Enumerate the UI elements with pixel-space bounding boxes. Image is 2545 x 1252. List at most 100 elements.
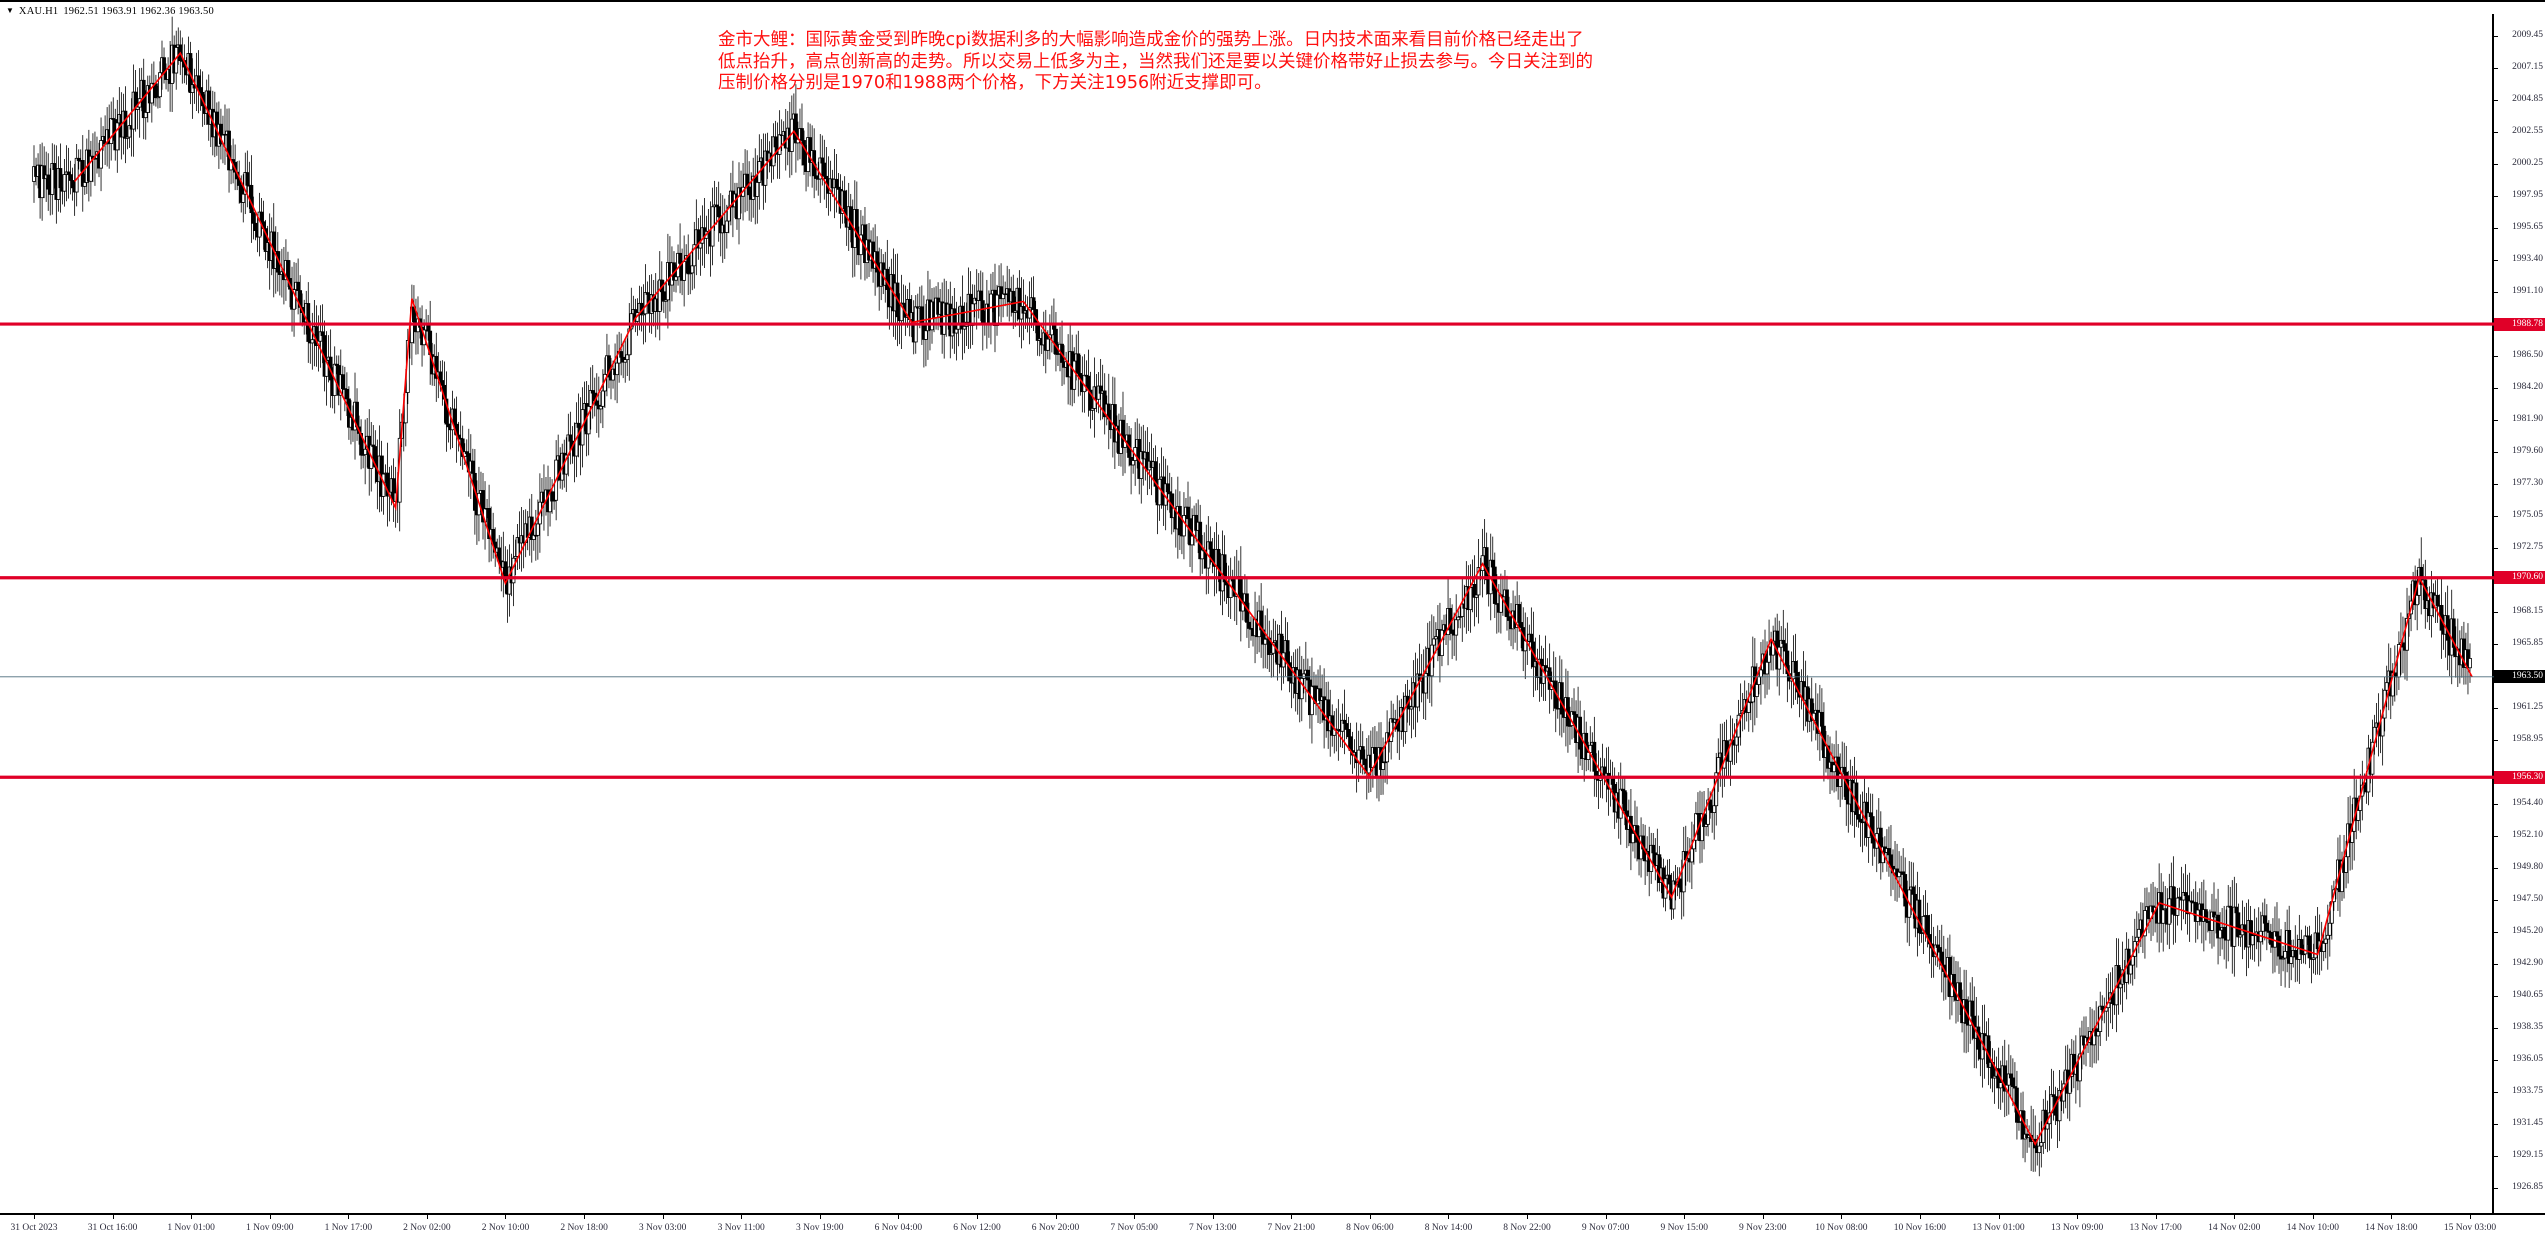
price-tick-label: 1958.95 xyxy=(2512,734,2543,745)
time-tick-label: 3 Nov 11:00 xyxy=(717,1223,765,1233)
time-tick-mark xyxy=(1919,1215,1921,1219)
analysis-annotation-text: 金市大鲤：国际黄金受到昨晚cpi数据利多的大幅影响造成金价的强势上涨。日内技术面… xyxy=(718,30,1593,93)
time-tick-label: 7 Nov 13:00 xyxy=(1188,1223,1237,1233)
price-tick-mark xyxy=(2494,515,2498,517)
time-tick-label: 6 Nov 04:00 xyxy=(874,1223,923,1233)
current-price-badge: 1963.50 xyxy=(2494,670,2545,684)
time-tick-mark xyxy=(1369,1215,1371,1219)
time-tick-mark xyxy=(2077,1215,2079,1219)
time-tick-label: 7 Nov 05:00 xyxy=(1110,1223,1158,1233)
time-tick-label: 3 Nov 03:00 xyxy=(638,1223,687,1233)
price-tick-label: 1977.30 xyxy=(2512,478,2543,489)
time-tick-mark xyxy=(1841,1215,1843,1219)
price-axis[interactable]: 2009.45 2007.15 2004.85 2002.55 2000.25 1997.… xyxy=(2494,14,2545,1214)
time-tick-label: 1 Nov 09:00 xyxy=(245,1223,294,1233)
price-tick-mark xyxy=(2494,1188,2498,1190)
price-tick-label: 1975.05 xyxy=(2512,509,2543,520)
price-tick-mark xyxy=(2494,708,2498,710)
time-tick-mark xyxy=(976,1215,978,1219)
price-tick-label: 1929.15 xyxy=(2512,1150,2543,1161)
time-tick-mark xyxy=(1291,1215,1293,1219)
price-tick-label: 1931.45 xyxy=(2512,1118,2543,1128)
time-tick-label: 14 Nov 18:00 xyxy=(2365,1223,2418,1233)
time-tick-label: 3 Nov 19:00 xyxy=(796,1223,844,1233)
chart-plot-area[interactable]: 金市大鲤：国际黄金受到昨晚cpi数据利多的大幅影响造成金价的强势上涨。日内技术面… xyxy=(0,14,2494,1214)
price-tick-mark xyxy=(2494,611,2498,613)
time-tick-label: 7 Nov 21:00 xyxy=(1267,1223,1316,1233)
price-tick-label: 1938.35 xyxy=(2512,1021,2543,1032)
zigzag-trendline xyxy=(74,51,2473,1146)
time-tick-mark xyxy=(584,1215,586,1219)
price-tick-label: 1979.60 xyxy=(2512,446,2543,457)
time-tick-label: 10 Nov 16:00 xyxy=(1893,1223,1947,1233)
price-tick-mark xyxy=(2494,164,2498,165)
symbol-label: XAU,H1 xyxy=(18,5,59,17)
time-tick-mark xyxy=(1762,1215,1764,1219)
time-tick-mark xyxy=(2312,1215,2314,1219)
price-tick-mark xyxy=(2494,228,2498,230)
price-tick-mark xyxy=(2494,803,2498,805)
price-tick-mark xyxy=(2494,99,2498,101)
time-tick-mark xyxy=(662,1215,664,1219)
price-tick-mark xyxy=(2494,1124,2498,1125)
price-tick-mark xyxy=(2494,291,2498,293)
price-tick-label: 1940.65 xyxy=(2512,989,2543,1000)
price-tick-label: 1995.65 xyxy=(2512,222,2543,233)
price-tick-label: 1968.15 xyxy=(2512,605,2543,616)
price-tick-mark xyxy=(2494,259,2498,261)
time-tick-label: 13 Nov 09:00 xyxy=(2050,1223,2104,1233)
time-tick-label: 31 Oct 16:00 xyxy=(87,1223,138,1233)
time-tick-label: 1 Nov 01:00 xyxy=(167,1223,215,1233)
price-tick-label: 1997.95 xyxy=(2512,190,2543,201)
time-tick-label: 15 Nov 03:00 xyxy=(2443,1223,2497,1233)
time-tick-label: 6 Nov 12:00 xyxy=(953,1223,1001,1233)
time-tick-label: 2 Nov 18:00 xyxy=(560,1223,608,1233)
time-tick-mark xyxy=(34,1215,35,1219)
price-tick-label: 2007.15 xyxy=(2512,61,2543,72)
time-tick-label: 13 Nov 01:00 xyxy=(1972,1223,2025,1233)
time-tick-label: 10 Nov 08:00 xyxy=(1815,1223,1868,1233)
price-tick-label: 2004.85 xyxy=(2512,93,2543,104)
price-tick-label: 1942.90 xyxy=(2512,958,2543,969)
time-tick-mark xyxy=(741,1215,743,1219)
price-tick-mark xyxy=(2494,355,2498,357)
time-tick-mark xyxy=(2234,1215,2236,1219)
time-axis[interactable]: 31 Oct 2023 31 Oct 16:00 1 Nov 01:00 1 Nov … xyxy=(0,1214,2545,1252)
level-price-badge: 1956.30 xyxy=(2494,770,2545,784)
price-tick-label: 1972.75 xyxy=(2512,541,2543,552)
time-tick-label: 31 Oct 2023 xyxy=(10,1223,58,1233)
level-price-badge: 1970.60 xyxy=(2494,571,2545,585)
time-tick-label: 9 Nov 23:00 xyxy=(1739,1223,1787,1233)
time-tick-mark xyxy=(426,1215,428,1219)
price-tick-mark xyxy=(2494,484,2498,486)
price-tick-mark xyxy=(2494,420,2498,422)
time-tick-mark xyxy=(1684,1215,1686,1219)
time-tick-mark xyxy=(2470,1215,2471,1219)
ohlc-values: 1962.51 1963.91 1962.36 1963.50 xyxy=(63,5,214,17)
price-tick-mark xyxy=(2494,1156,2498,1158)
price-tick-label: 1926.85 xyxy=(2512,1182,2543,1193)
time-tick-label: 8 Nov 06:00 xyxy=(1346,1223,1394,1233)
price-tick-mark xyxy=(2494,67,2498,69)
axis-divider xyxy=(0,1213,2545,1214)
price-tick-label: 1947.50 xyxy=(2512,894,2543,905)
time-tick-mark xyxy=(2391,1215,2393,1219)
price-tick-mark xyxy=(2494,740,2498,742)
price-tick-label: 2000.25 xyxy=(2512,158,2543,168)
price-tick-label: 1965.85 xyxy=(2512,638,2543,648)
price-tick-label: 1984.20 xyxy=(2512,381,2543,392)
price-tick-label: 1952.10 xyxy=(2512,829,2543,840)
price-tick-label: 1954.40 xyxy=(2512,797,2543,808)
chevron-down-icon[interactable]: ▼ xyxy=(6,6,14,15)
symbol-info-bar[interactable]: ▼ XAU,H1 1962.51 1963.91 1962.36 1963.50 xyxy=(6,5,214,17)
time-tick-label: 9 Nov 07:00 xyxy=(1581,1223,1630,1233)
time-tick-label: 2 Nov 10:00 xyxy=(481,1223,530,1233)
time-tick-mark xyxy=(1448,1215,1450,1219)
price-tick-mark xyxy=(2494,196,2498,198)
price-tick-mark xyxy=(2494,452,2498,454)
time-tick-mark xyxy=(1605,1215,1607,1219)
time-tick-mark xyxy=(819,1215,821,1219)
price-tick-mark xyxy=(2494,1059,2498,1061)
time-tick-label: 14 Nov 02:00 xyxy=(2208,1223,2261,1233)
